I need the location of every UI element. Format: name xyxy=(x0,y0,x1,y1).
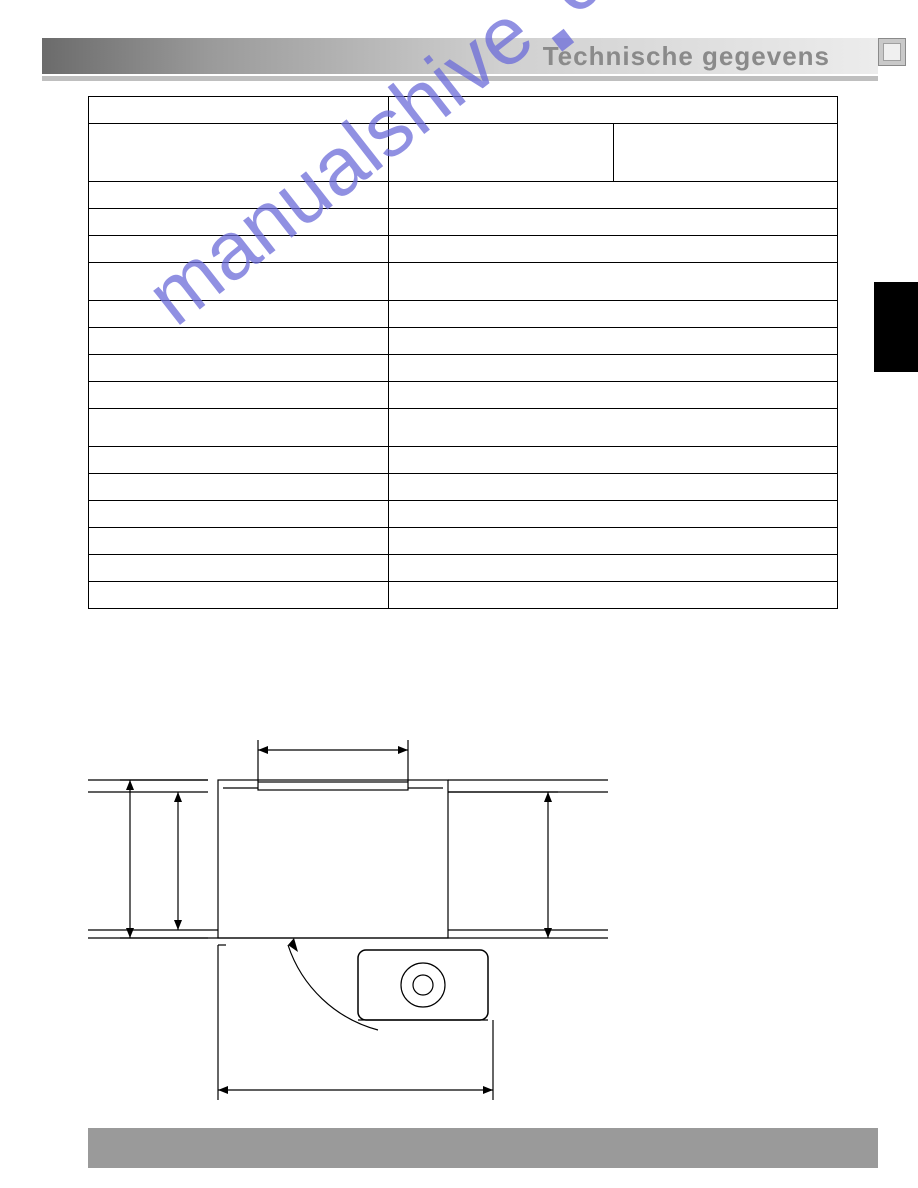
table-cell xyxy=(389,263,838,301)
table-cell xyxy=(89,263,389,301)
table-cell xyxy=(89,301,389,328)
table-row xyxy=(89,555,838,582)
table-cell xyxy=(89,97,389,124)
table-cell xyxy=(89,382,389,409)
table-cell xyxy=(389,501,838,528)
table-cell xyxy=(89,355,389,382)
table-cell xyxy=(613,124,838,182)
table-cell xyxy=(389,236,838,263)
table-cell xyxy=(89,501,389,528)
table-cell xyxy=(389,528,838,555)
table-row xyxy=(89,328,838,355)
table-cell xyxy=(389,209,838,236)
table-row xyxy=(89,501,838,528)
table-cell xyxy=(389,328,838,355)
table-cell xyxy=(89,474,389,501)
table-cell xyxy=(389,409,838,447)
table-row xyxy=(89,474,838,501)
table-row xyxy=(89,447,838,474)
table-cell xyxy=(89,555,389,582)
header-bar: Technische gegevens xyxy=(42,38,878,74)
table-cell xyxy=(389,182,838,209)
table-row xyxy=(89,182,838,209)
page: Technische gegevens xyxy=(0,0,918,1188)
dimension-diagram xyxy=(88,720,608,1120)
side-tab xyxy=(874,282,918,372)
header-underline xyxy=(42,76,878,81)
spec-table xyxy=(88,96,838,609)
table-cell xyxy=(89,209,389,236)
table-row xyxy=(89,382,838,409)
table-cell xyxy=(389,355,838,382)
table-cell xyxy=(389,582,838,609)
table-row xyxy=(89,355,838,382)
header-decor-icon xyxy=(878,38,906,66)
footer-bar xyxy=(88,1128,878,1168)
page-title: Technische gegevens xyxy=(543,38,830,74)
table-row xyxy=(89,236,838,263)
table-cell xyxy=(389,301,838,328)
table-row xyxy=(89,263,838,301)
table-cell xyxy=(89,409,389,447)
table-cell xyxy=(389,555,838,582)
table-cell xyxy=(89,528,389,555)
table-cell xyxy=(389,382,838,409)
table-row xyxy=(89,582,838,609)
table-row xyxy=(89,301,838,328)
table-cell xyxy=(89,124,389,182)
table-cell xyxy=(89,328,389,355)
table-cell xyxy=(89,447,389,474)
table-cell xyxy=(389,97,838,124)
table-row xyxy=(89,528,838,555)
table-row xyxy=(89,209,838,236)
table-cell xyxy=(89,236,389,263)
table-row xyxy=(89,409,838,447)
table-row xyxy=(89,124,838,182)
table-cell xyxy=(389,124,614,182)
table-cell xyxy=(89,582,389,609)
table-cell xyxy=(89,182,389,209)
table-cell xyxy=(389,474,838,501)
table-row xyxy=(89,97,838,124)
table-cell xyxy=(389,447,838,474)
spec-table-body xyxy=(89,97,838,609)
